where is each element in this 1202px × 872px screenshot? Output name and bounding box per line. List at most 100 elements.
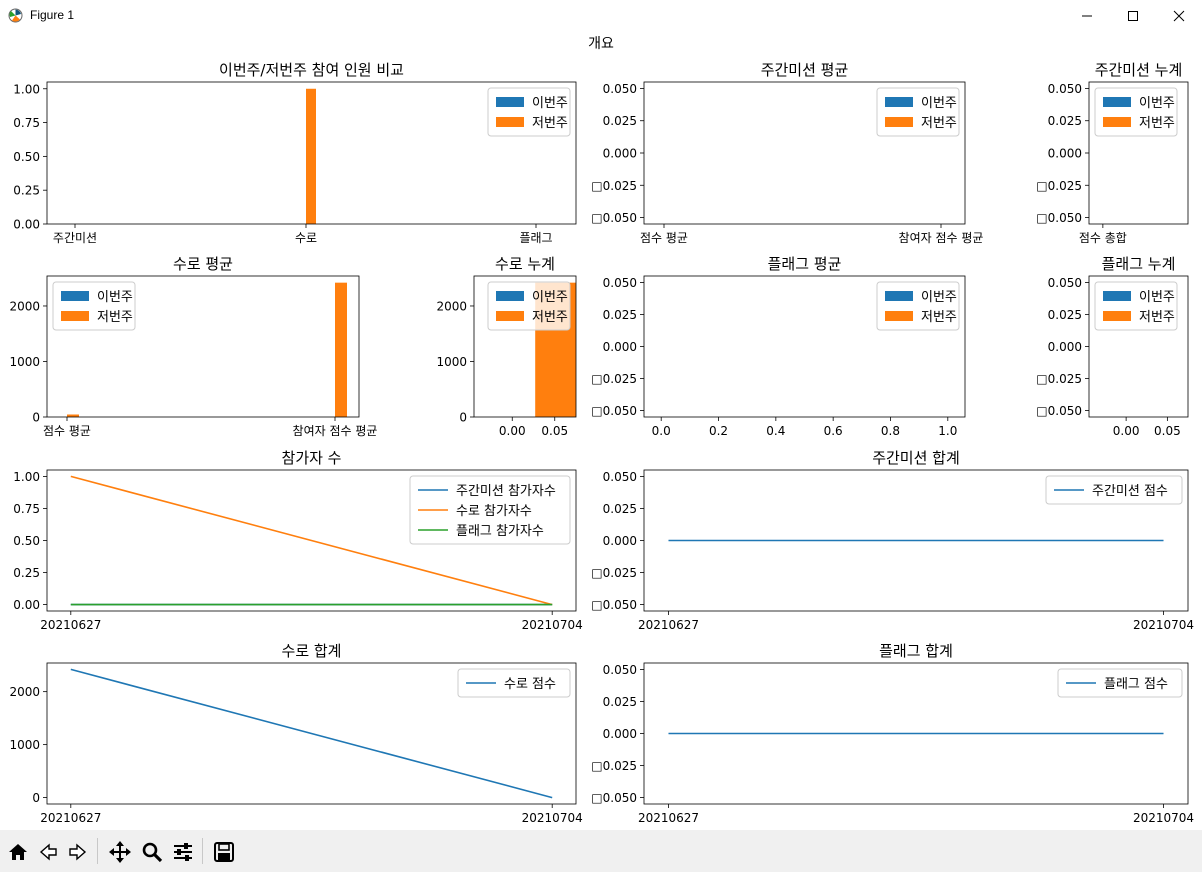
x-tick-label: 플래그 [519,231,552,245]
y-tick-label: 0.000 [1048,340,1082,354]
x-tick-label: 참여자 점수 평균 [293,424,378,438]
axes-frame [46,81,577,225]
back-button[interactable] [33,837,62,866]
configure-subplots-button[interactable] [168,837,197,866]
series-line-수로 참가자수 [70,475,553,606]
y-tick-label: 0 [32,411,40,425]
x-tick-label: 점수 평균 [640,231,688,245]
legend-frame [409,475,571,545]
y-tick-label: 1.00 [13,82,40,96]
legend-swatch [1103,311,1131,321]
chart-title: 플래그 누계 [1102,255,1176,273]
forward-button[interactable] [63,837,92,866]
toolbar-separator [202,838,203,864]
y-tick-label: 0.000 [1048,147,1082,161]
y-tick-label: 0.025 [1048,308,1082,322]
x-tick-label: 0.6 [824,424,843,438]
legend-label: 이번주 [97,290,133,305]
axes-frame [46,469,577,612]
y-tick-label: 0.00 [13,598,40,612]
y-tick-label: □0.050 [591,404,637,418]
y-tick-label: □0.050 [591,211,637,225]
close-button[interactable] [1156,0,1202,31]
minimize-button[interactable] [1064,0,1110,31]
y-tick-label: □0.025 [591,179,637,193]
x-tick-label: 주간미션 [53,231,97,245]
axes-frame [643,469,1189,612]
x-tick-label: 20210627 [40,811,101,825]
legend-label: 저번주 [97,310,133,325]
chart-bar-compare: 이번주/저번주 참여 인원 비교 0.00 0.25 0.50 0.75 1.00 주간미션… [13,61,577,245]
x-tick-label: 0.05 [1154,424,1181,438]
axes-frame [643,81,966,225]
y-tick-label: □0.025 [1036,179,1082,193]
chart-title: 주간미션 누계 [1095,61,1183,79]
axes-frame [46,275,360,418]
configure-icon [173,842,192,861]
legend-swatch [885,291,913,301]
window-titlebar: Figure 1 [0,0,1202,31]
legend-label: 저번주 [1139,116,1175,131]
legend-label: 이번주 [1139,290,1175,305]
x-tick-label: 20210704 [522,618,583,632]
y-tick-label: □0.025 [1036,372,1082,386]
pan-icon [108,840,131,863]
y-tick-label: 0.75 [13,502,40,516]
chart-title: 주간미션 합계 [872,449,960,467]
maximize-button[interactable] [1110,0,1156,31]
series-line-수로 점수 [70,668,553,799]
chart-title: 수로 합계 [282,642,342,660]
chart-title: 수로 평균 [173,255,233,273]
y-tick-label: 0.50 [13,150,40,164]
legend-swatch [1103,291,1131,301]
y-tick-label: 0.000 [603,147,637,161]
chart-line-weekly-sum: 주간미션 합계 0.050 0.025 0.000 □0.025 □0.050202106… [591,449,1194,632]
close-icon [1173,10,1185,21]
x-tick-label: 0.00 [1113,424,1140,438]
chart-title: 플래그 합계 [879,642,953,660]
y-tick-label: 2000 [9,299,40,313]
y-tick-label: 2000 [436,299,467,313]
legend-swatch [1103,97,1131,107]
x-tick-label: 20210704 [522,811,583,825]
x-tick-label: 20210627 [638,618,699,632]
legend-label: 이번주 [921,96,957,111]
legend-label: 저번주 [921,116,957,131]
y-tick-label: 2000 [9,685,40,699]
legend-label: 이번주 [921,290,957,305]
y-tick-label: 0.000 [603,727,637,741]
navigation-toolbar [0,830,1202,872]
x-tick-label: 0.05 [541,424,568,438]
legend-label: 플래그 점수 [1104,677,1168,692]
legend-swatch [885,97,913,107]
legend-label: 저번주 [921,310,957,325]
back-icon [39,842,57,861]
y-tick-label: 0 [32,791,40,805]
legend-label: 이번주 [532,290,568,305]
save-icon [213,841,234,862]
bar-저번주 [67,414,79,417]
x-tick-label: 0.0 [652,424,671,438]
y-tick-label: □0.050 [591,791,637,805]
y-tick-label: 0.050 [603,82,637,96]
y-tick-label: 0.000 [603,340,637,354]
x-tick-label: 0.2 [709,424,728,438]
save-button[interactable] [209,837,238,866]
y-tick-label: 0.050 [603,470,637,484]
home-button[interactable] [3,837,32,866]
x-tick-label: 수로 [295,231,317,245]
x-tick-label: 20210704 [1133,618,1194,632]
y-tick-label: 0.00 [13,218,40,232]
chart-line-flag-sum: 플래그 합계 0.050 0.025 0.000 □0.025 □0.0502021062… [591,642,1194,825]
y-tick-label: 1.00 [13,470,40,484]
legend-swatch [61,291,89,301]
y-tick-label: 0.025 [1048,114,1082,128]
zoom-button[interactable] [137,837,166,866]
pan-button[interactable] [105,837,134,866]
